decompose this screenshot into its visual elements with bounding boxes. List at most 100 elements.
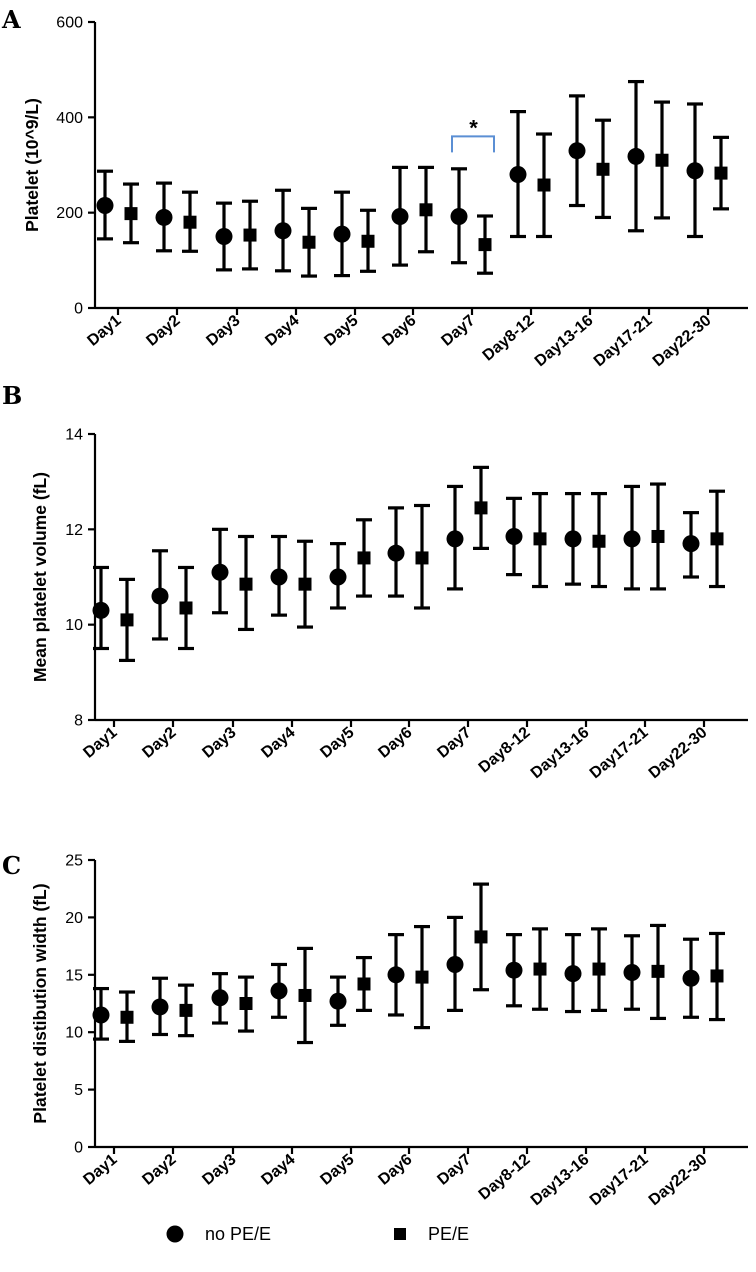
x-tick-label: Day4	[258, 724, 298, 762]
data-point-square	[533, 962, 547, 976]
legend-label: PE/E	[428, 1224, 469, 1244]
significance-marker: *	[469, 115, 478, 140]
y-tick-label: 10	[65, 617, 83, 634]
data-point-circle	[155, 208, 173, 226]
y-tick-label: 0	[74, 1140, 83, 1157]
legend-marker-circle	[166, 1225, 184, 1243]
data-point-square	[415, 551, 429, 565]
x-tick-label: Day5	[317, 1151, 357, 1189]
x-tick-label: Day17-21	[587, 724, 652, 782]
data-point-square	[537, 178, 551, 192]
x-tick-label: Day1	[80, 1151, 120, 1189]
y-tick-label: 0	[74, 301, 83, 318]
y-tick-label: 15	[65, 967, 83, 984]
y-tick-label: 12	[65, 522, 83, 539]
x-tick-label: Day5	[317, 724, 357, 762]
data-point-circle	[623, 964, 641, 982]
x-tick-label: Day1	[80, 724, 120, 762]
x-tick-label: Day2	[139, 724, 179, 762]
x-tick-label: Day4	[258, 1151, 298, 1189]
panel-a: A 0 200 400 600 Platelet (10^9/L) Day1 Day2 Day3…	[1, 5, 748, 370]
x-tick-label: Day2	[139, 1151, 179, 1189]
x-tick-label: Day5	[321, 312, 361, 350]
x-tick-label: Day6	[379, 312, 419, 350]
x-tick-label: Day3	[203, 312, 243, 350]
data-point-square	[596, 162, 610, 176]
data-point-square	[533, 532, 547, 546]
legend: no PE/E PE/E	[166, 1224, 469, 1244]
panel-label: C	[2, 851, 21, 880]
data-point-square	[357, 551, 371, 565]
x-tick-label: Day7	[438, 312, 478, 350]
data-point-circle	[329, 992, 347, 1010]
data-point-circle	[564, 530, 582, 548]
legend-marker-square	[394, 1228, 406, 1240]
x-tick-label: Day3	[199, 724, 239, 762]
data-point-square	[243, 228, 257, 242]
data-point-circle	[387, 966, 405, 984]
panel-c: C 0 5 10 15 20 25 Platelet distibution width (f…	[2, 851, 748, 1209]
data-point-circle	[211, 989, 229, 1007]
panel-b: B 8 10 12 14 Mean platelet volume (fL) Day1 Day…	[2, 381, 748, 782]
x-tick-label: Day22-30	[646, 724, 711, 782]
data-point-circle	[446, 955, 464, 973]
data-point-square	[474, 930, 488, 944]
data-point-circle	[270, 982, 288, 1000]
x-tick-label: Day13-16	[528, 1151, 593, 1209]
panel-label: A	[1, 5, 21, 34]
x-tick-label: Day8-12	[480, 312, 538, 365]
data-point-circle	[387, 544, 405, 562]
data-point-circle	[151, 998, 169, 1016]
data-point-circle	[92, 601, 110, 619]
data-point-square	[651, 529, 665, 543]
data-point-circle	[270, 568, 288, 586]
y-tick-label: 10	[65, 1025, 83, 1042]
data-point-square	[179, 1003, 193, 1017]
data-point-square	[179, 601, 193, 615]
x-tick-label: Day1	[84, 312, 124, 350]
data-point-circle	[505, 961, 523, 979]
x-tick-label: Day8-12	[476, 1151, 534, 1204]
y-tick-label: 5	[74, 1082, 83, 1099]
y-tick-label: 14	[65, 427, 83, 444]
x-tick-label: Day7	[434, 724, 474, 762]
data-point-square	[710, 969, 724, 983]
data-point-square	[183, 215, 197, 229]
x-tick-label: Day3	[199, 1151, 239, 1189]
x-tick-label: Day6	[375, 724, 415, 762]
y-tick-label: 200	[56, 205, 83, 222]
data-point-circle	[391, 207, 409, 225]
y-axis-title: Platelet distibution width (fL)	[30, 883, 50, 1123]
data-point-square	[298, 577, 312, 591]
data-point-square	[592, 962, 606, 976]
data-point-circle	[682, 535, 700, 553]
x-tick-label: Day13-16	[532, 312, 597, 370]
data-point-circle	[623, 530, 641, 548]
data-point-square	[298, 988, 312, 1002]
x-tick-label: Day4	[262, 312, 302, 350]
data-point-square	[714, 166, 728, 180]
data-point-circle	[686, 162, 704, 180]
data-point-square	[302, 235, 316, 249]
data-point-circle	[509, 166, 527, 184]
y-tick-label: 400	[56, 110, 83, 127]
data-point-circle	[682, 969, 700, 987]
x-tick-label: Day22-30	[646, 1151, 711, 1209]
data-point-square	[357, 977, 371, 991]
data-point-square	[361, 234, 375, 248]
data-point-circle	[450, 207, 468, 225]
data-point-circle	[505, 527, 523, 545]
significance-bracket	[451, 135, 495, 153]
y-axis-title: Platelet (10^9/L)	[22, 98, 42, 232]
data-point-square	[710, 532, 724, 546]
data-point-circle	[564, 965, 582, 983]
data-point-square	[120, 1010, 134, 1024]
data-point-square	[124, 207, 138, 221]
data-point-circle	[627, 147, 645, 165]
data-point-square	[592, 534, 606, 548]
legend-label: no PE/E	[205, 1224, 271, 1244]
y-axis-title: Mean platelet volume (fL)	[30, 472, 50, 682]
data-point-circle	[568, 142, 586, 160]
data-point-square	[419, 203, 433, 217]
